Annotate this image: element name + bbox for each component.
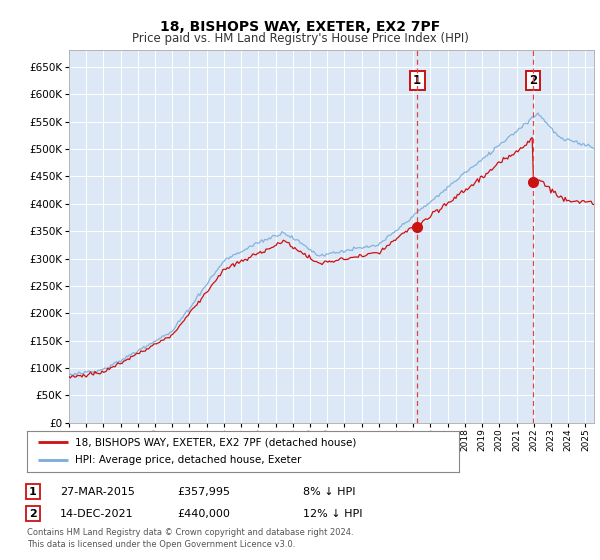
Text: 2: 2 bbox=[29, 508, 37, 519]
Text: 18, BISHOPS WAY, EXETER, EX2 7PF (detached house): 18, BISHOPS WAY, EXETER, EX2 7PF (detach… bbox=[74, 437, 356, 447]
Text: 12% ↓ HPI: 12% ↓ HPI bbox=[303, 508, 362, 519]
Text: 2: 2 bbox=[529, 74, 537, 87]
Text: 14-DEC-2021: 14-DEC-2021 bbox=[60, 508, 134, 519]
Text: Contains HM Land Registry data © Crown copyright and database right 2024.
This d: Contains HM Land Registry data © Crown c… bbox=[27, 528, 353, 549]
Text: Price paid vs. HM Land Registry's House Price Index (HPI): Price paid vs. HM Land Registry's House … bbox=[131, 32, 469, 45]
Text: 1: 1 bbox=[413, 74, 421, 87]
Text: £357,995: £357,995 bbox=[177, 487, 230, 497]
Text: 8% ↓ HPI: 8% ↓ HPI bbox=[303, 487, 355, 497]
Text: 1: 1 bbox=[29, 487, 37, 497]
Text: HPI: Average price, detached house, Exeter: HPI: Average price, detached house, Exet… bbox=[74, 455, 301, 465]
Text: £440,000: £440,000 bbox=[177, 508, 230, 519]
Text: 27-MAR-2015: 27-MAR-2015 bbox=[60, 487, 135, 497]
Text: 18, BISHOPS WAY, EXETER, EX2 7PF: 18, BISHOPS WAY, EXETER, EX2 7PF bbox=[160, 20, 440, 34]
